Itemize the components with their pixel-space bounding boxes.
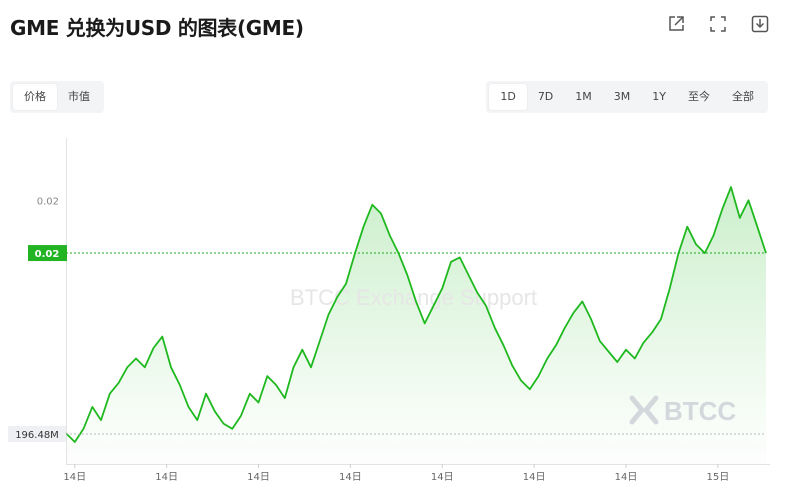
price-area — [66, 187, 766, 464]
download-icon[interactable] — [749, 13, 771, 35]
tab-market-cap[interactable]: 市值 — [68, 90, 90, 103]
x-tick-label: 14日 — [523, 472, 546, 483]
range-all[interactable]: 全部 — [732, 90, 754, 103]
range-3m[interactable]: 3M — [613, 90, 631, 103]
y-axis: 0.02 — [37, 196, 59, 207]
range-1d[interactable]: 1D — [489, 84, 527, 110]
x-tick-label: 14日 — [63, 472, 86, 483]
price-line — [65, 186, 767, 443]
volume-badge-bg — [8, 426, 66, 442]
x-tick-label: 14日 — [155, 472, 178, 483]
share-icon[interactable] — [665, 13, 687, 35]
x-tick-label: 14日 — [339, 472, 362, 483]
x-axis: 14日 14日 14日 14日 14日 14日 14日 15日 — [63, 464, 729, 483]
metric-tabs: 价格 市值 — [10, 81, 104, 113]
btcc-logo-text: BTCC — [664, 396, 736, 426]
current-price-badge: 0.02 — [28, 245, 67, 262]
volume-label: 196.48M — [15, 430, 59, 441]
range-ytd[interactable]: 至今 — [688, 90, 710, 103]
current-price-label: 0.02 — [35, 249, 60, 260]
y-tick-label: 0.02 — [37, 196, 59, 207]
volume-badge: 196.48M — [8, 426, 766, 442]
chart-toolbar — [665, 13, 771, 35]
range-1m[interactable]: 1M — [575, 90, 592, 103]
range-1y[interactable]: 1Y — [652, 90, 666, 103]
x-tick-label: 14日 — [431, 472, 454, 483]
x-tick-label: 14日 — [247, 472, 270, 483]
x-tick-label: 14日 — [615, 472, 638, 483]
tab-price[interactable]: 价格 — [13, 84, 57, 110]
page-title: GME 兑换为USD 的图表(GME) — [10, 16, 304, 40]
price-chart[interactable]: BTCC Exchange Support BTCC 0.02 14日 14日 14… — [0, 130, 785, 498]
chart-svg: BTCC Exchange Support BTCC 0.02 14日 14日 14… — [8, 138, 770, 483]
fullscreen-icon[interactable] — [707, 13, 729, 35]
range-7d[interactable]: 7D — [537, 90, 554, 103]
x-tick-label: 15日 — [707, 472, 730, 483]
btcc-logo: BTCC — [629, 395, 736, 426]
current-price-badge-bg — [28, 245, 67, 262]
watermark-text: BTCC Exchange Support — [290, 285, 537, 310]
range-tabs: 1D 7D 1M 3M 1Y 至今 全部 — [486, 81, 768, 113]
